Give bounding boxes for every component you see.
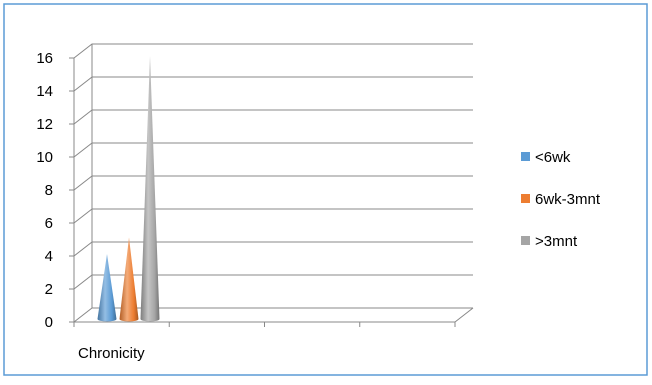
legend-label: 6wk-3mnt	[535, 191, 601, 208]
y-tick-label: 16	[36, 50, 53, 67]
legend-swatch	[521, 194, 530, 203]
legend: <6wk 6wk-3mnt >3mnt	[521, 149, 601, 250]
y-tick-label: 6	[45, 215, 53, 232]
cone-series	[97, 56, 160, 322]
y-tick-label: 12	[36, 116, 53, 133]
y-tick-label: 2	[45, 281, 53, 298]
y-tick-label: 8	[45, 182, 53, 199]
legend-label: >3mnt	[535, 233, 578, 250]
y-tick-label: 4	[45, 248, 53, 265]
legend-swatch	[521, 152, 530, 161]
y-tick-label: 0	[45, 314, 53, 331]
cone-3	[140, 56, 160, 322]
cone-2	[119, 237, 139, 322]
x-axis: Chronicity	[73, 307, 474, 362]
y-tick-label: 14	[36, 83, 53, 100]
y-tick-label: 10	[36, 149, 53, 166]
legend-label: <6wk	[535, 149, 571, 166]
floor-edge	[454, 307, 474, 323]
x-category-label: Chronicity	[78, 345, 145, 362]
y-axis: 0 2 4 6 8 10 12 14 16	[36, 44, 93, 331]
legend-swatch	[521, 236, 530, 245]
cone-1	[97, 254, 117, 322]
